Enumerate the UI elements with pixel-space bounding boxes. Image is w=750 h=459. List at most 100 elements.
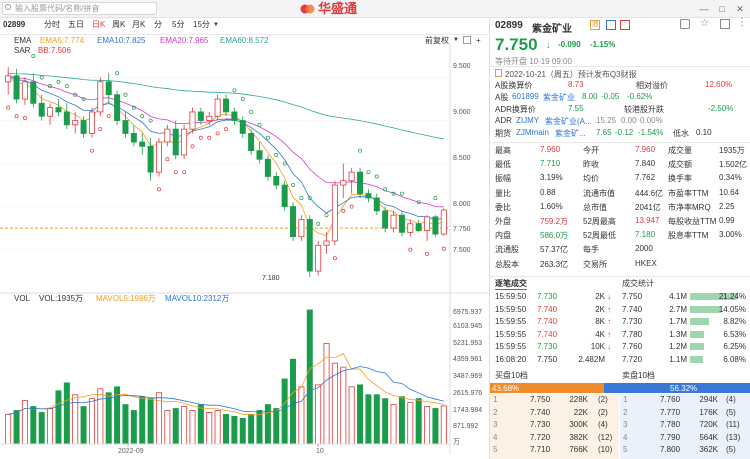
bid-ratio-fill bbox=[490, 383, 604, 393]
ask-volume: 720K bbox=[699, 420, 718, 429]
tick-volume: 2K bbox=[595, 304, 605, 314]
price-tick: 8.500 bbox=[453, 155, 471, 162]
a-share-name[interactable]: 紫金矿业 bbox=[543, 93, 575, 102]
futures-name[interactable]: 紫金矿... bbox=[555, 129, 586, 138]
sar-dot bbox=[416, 200, 421, 205]
volume-bar bbox=[55, 390, 62, 445]
close-button[interactable]: ✕ bbox=[736, 4, 744, 14]
search-input[interactable]: 输入股票代码/名称/拼音 bbox=[2, 2, 157, 15]
adr-vs-hk-value: -2.50% bbox=[708, 104, 734, 113]
volume-bar bbox=[357, 384, 364, 445]
candle-body bbox=[290, 206, 297, 238]
vstat-bar bbox=[690, 293, 737, 300]
stat-value: 0.99 bbox=[719, 216, 735, 225]
tab-intraday[interactable]: 分时 bbox=[44, 20, 60, 29]
settings-icon[interactable] bbox=[463, 36, 471, 44]
sar-dot bbox=[274, 152, 279, 157]
sar-dot bbox=[90, 148, 94, 153]
adjust-selector[interactable]: 前复权 bbox=[425, 36, 449, 45]
price-change: -0.090 bbox=[558, 40, 581, 49]
stat-value: 1.502亿 bbox=[719, 160, 748, 170]
tick-time: 15:59:55 bbox=[495, 317, 527, 326]
premium-label: 相对溢价 bbox=[636, 81, 668, 90]
volume-bar bbox=[197, 404, 204, 445]
vol-value: VOL:1935万 bbox=[39, 294, 84, 303]
bid-orders: (4) bbox=[598, 420, 608, 429]
vstat-price: 7.760 bbox=[622, 342, 643, 351]
adr-price: 15.25 bbox=[596, 116, 617, 125]
sar-dot bbox=[408, 247, 413, 252]
chevron-down-icon[interactable]: ▼ bbox=[453, 37, 459, 43]
bid-price: 7.740 bbox=[530, 407, 551, 417]
chevron-down-icon[interactable]: ▼ bbox=[213, 22, 219, 28]
stat-label: 外盘 bbox=[495, 217, 511, 226]
stat-label: 52周最高 bbox=[583, 217, 616, 226]
stat-label: 市净率MRQ bbox=[668, 202, 711, 212]
bid-volume: 766K bbox=[569, 445, 588, 454]
volume-stats-list: 7.750 4.1M 21.24% 7.740 2.7M 14.05% 7.730 1.7M 8… bbox=[617, 291, 750, 369]
futures-code[interactable]: ZJMmain bbox=[516, 128, 549, 137]
stat-label: 每股收益TTM bbox=[668, 217, 717, 226]
badge-icon bbox=[606, 20, 616, 30]
share-icon[interactable] bbox=[720, 19, 730, 29]
tab-15min[interactable]: 15分 bbox=[193, 20, 210, 29]
price-change-pct: -1.15% bbox=[590, 40, 616, 49]
volume-bar bbox=[424, 406, 431, 445]
adr-code[interactable]: ZIJMY bbox=[516, 116, 540, 125]
sar-dot bbox=[56, 79, 61, 84]
date-label: 10 bbox=[316, 448, 324, 455]
ask-price: 7.770 bbox=[660, 407, 681, 417]
tick-time: 15:59:50 bbox=[495, 292, 527, 301]
more-icon[interactable]: ⋮ bbox=[737, 17, 747, 28]
stat-value: 7.840 bbox=[635, 159, 656, 169]
a-share-link[interactable]: 601899 bbox=[512, 92, 539, 101]
search-icon bbox=[5, 4, 11, 10]
candle-body bbox=[181, 128, 188, 156]
tab-minute[interactable]: 分 bbox=[154, 20, 162, 29]
quote-name: 紫金矿业 bbox=[532, 24, 572, 35]
candle-body bbox=[407, 223, 414, 233]
ema60-line bbox=[8, 72, 444, 140]
stat-value: 7.960 bbox=[540, 145, 561, 154]
adr-vs-hk-label: 较港股升跌 bbox=[624, 105, 664, 114]
tab-5min[interactable]: 5分 bbox=[172, 20, 185, 29]
futures-pct: -1.54% bbox=[638, 128, 664, 137]
futures-discount-value: 0.10 bbox=[696, 128, 712, 137]
vstat-price: 7.780 bbox=[622, 329, 643, 339]
sar-dot bbox=[198, 135, 203, 140]
sar-dot bbox=[115, 71, 120, 76]
tab-five-day[interactable]: 五日 bbox=[68, 20, 84, 29]
kline-chart[interactable] bbox=[0, 44, 488, 454]
candle-body bbox=[97, 81, 104, 113]
sar-dot bbox=[433, 196, 438, 200]
plus-icon[interactable]: + bbox=[476, 36, 481, 45]
candle-body bbox=[415, 223, 422, 232]
stat-value: 10.64 bbox=[719, 187, 740, 197]
volume-bar bbox=[181, 406, 188, 445]
ask-orders: (13) bbox=[726, 432, 741, 442]
volume-bar bbox=[139, 396, 146, 445]
stat-label: 委比 bbox=[495, 202, 511, 212]
tab-volume-stats[interactable]: 成交统计 bbox=[622, 279, 654, 288]
maximize-button[interactable]: □ bbox=[719, 4, 725, 14]
volume-bar bbox=[147, 398, 154, 445]
tab-monthly-k[interactable]: 月K bbox=[132, 20, 146, 29]
adr-name[interactable]: 紫金矿业(A... bbox=[545, 117, 592, 126]
sar-dot bbox=[383, 187, 388, 192]
minimize-button[interactable]: — bbox=[699, 4, 709, 14]
stat-label: 昨收 bbox=[583, 160, 599, 170]
star-icon[interactable]: ☆ bbox=[700, 18, 709, 29]
vstat-pct: 6.53% bbox=[723, 329, 746, 339]
tab-weekly-k[interactable]: 周K bbox=[112, 20, 126, 29]
sar-dot bbox=[358, 148, 362, 153]
sar-dot bbox=[399, 191, 404, 196]
notify-icon[interactable] bbox=[680, 19, 690, 29]
tab-tick-trades[interactable]: 逐笔成交 bbox=[495, 279, 527, 288]
futures-label: 期货 bbox=[495, 129, 511, 138]
sar-dot bbox=[307, 196, 312, 200]
bid-level: 3 bbox=[493, 420, 498, 429]
stat-label: 成交额 bbox=[668, 160, 692, 170]
tab-daily-k[interactable]: 日K bbox=[92, 20, 106, 29]
vstat-price: 7.740 bbox=[622, 304, 643, 314]
bid-level: 2 bbox=[493, 407, 498, 417]
